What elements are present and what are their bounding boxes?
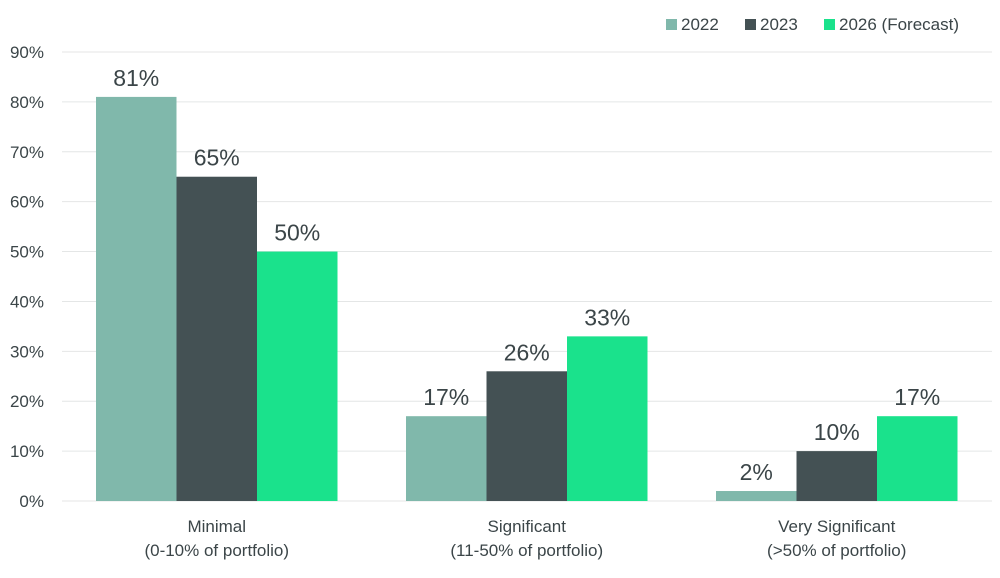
bar [716, 491, 797, 501]
y-tick-label: 40% [10, 292, 44, 311]
data-label: 10% [814, 419, 860, 445]
y-axis-tick-labels: 0% 10% 20% 30% 40% 50% 60% 70% 80% 90% [10, 43, 44, 511]
category-label: Minimal [187, 517, 246, 536]
data-labels: 81% 17% 2% 65% 26% 10% 50% 33% 17% [113, 65, 940, 485]
data-label: 65% [194, 145, 240, 171]
category-label: (0-10% of portfolio) [144, 541, 289, 560]
category-label: (11-50% of portfolio) [450, 541, 603, 560]
bar [486, 371, 567, 501]
data-label: 81% [113, 65, 159, 91]
y-tick-label: 80% [10, 93, 44, 112]
legend-swatch [824, 19, 835, 30]
bar [176, 176, 257, 501]
legend: 2022 2023 2026 (Forecast) [666, 15, 959, 34]
data-label: 33% [584, 304, 630, 330]
data-label: 26% [504, 339, 550, 365]
bar [96, 96, 177, 502]
legend-swatch [666, 19, 677, 30]
bar [406, 416, 487, 501]
bar [877, 416, 958, 501]
bar [567, 336, 648, 501]
y-tick-label: 20% [10, 392, 44, 411]
data-label: 17% [423, 384, 469, 410]
legend-swatch [745, 19, 756, 30]
legend-label: 2022 [681, 15, 719, 34]
data-label: 50% [274, 220, 320, 246]
bar [796, 451, 877, 501]
data-label: 17% [894, 384, 940, 410]
legend-label: 2026 (Forecast) [839, 15, 959, 34]
category-label: Very Significant [778, 517, 895, 536]
y-tick-label: 70% [10, 143, 44, 162]
y-tick-label: 0% [19, 492, 44, 511]
y-tick-label: 50% [10, 243, 44, 262]
category-label: (>50% of portfolio) [767, 541, 906, 560]
y-tick-label: 10% [10, 442, 44, 461]
data-label: 2% [740, 459, 773, 485]
legend-label: 2023 [760, 15, 798, 34]
y-tick-label: 60% [10, 193, 44, 212]
bar [257, 251, 338, 501]
bars [96, 96, 958, 502]
y-tick-label: 30% [10, 342, 44, 361]
x-axis-category-labels: Minimal (0-10% of portfolio) Significant (1… [144, 517, 906, 560]
y-tick-label: 90% [10, 43, 44, 62]
category-label: Significant [488, 517, 567, 536]
